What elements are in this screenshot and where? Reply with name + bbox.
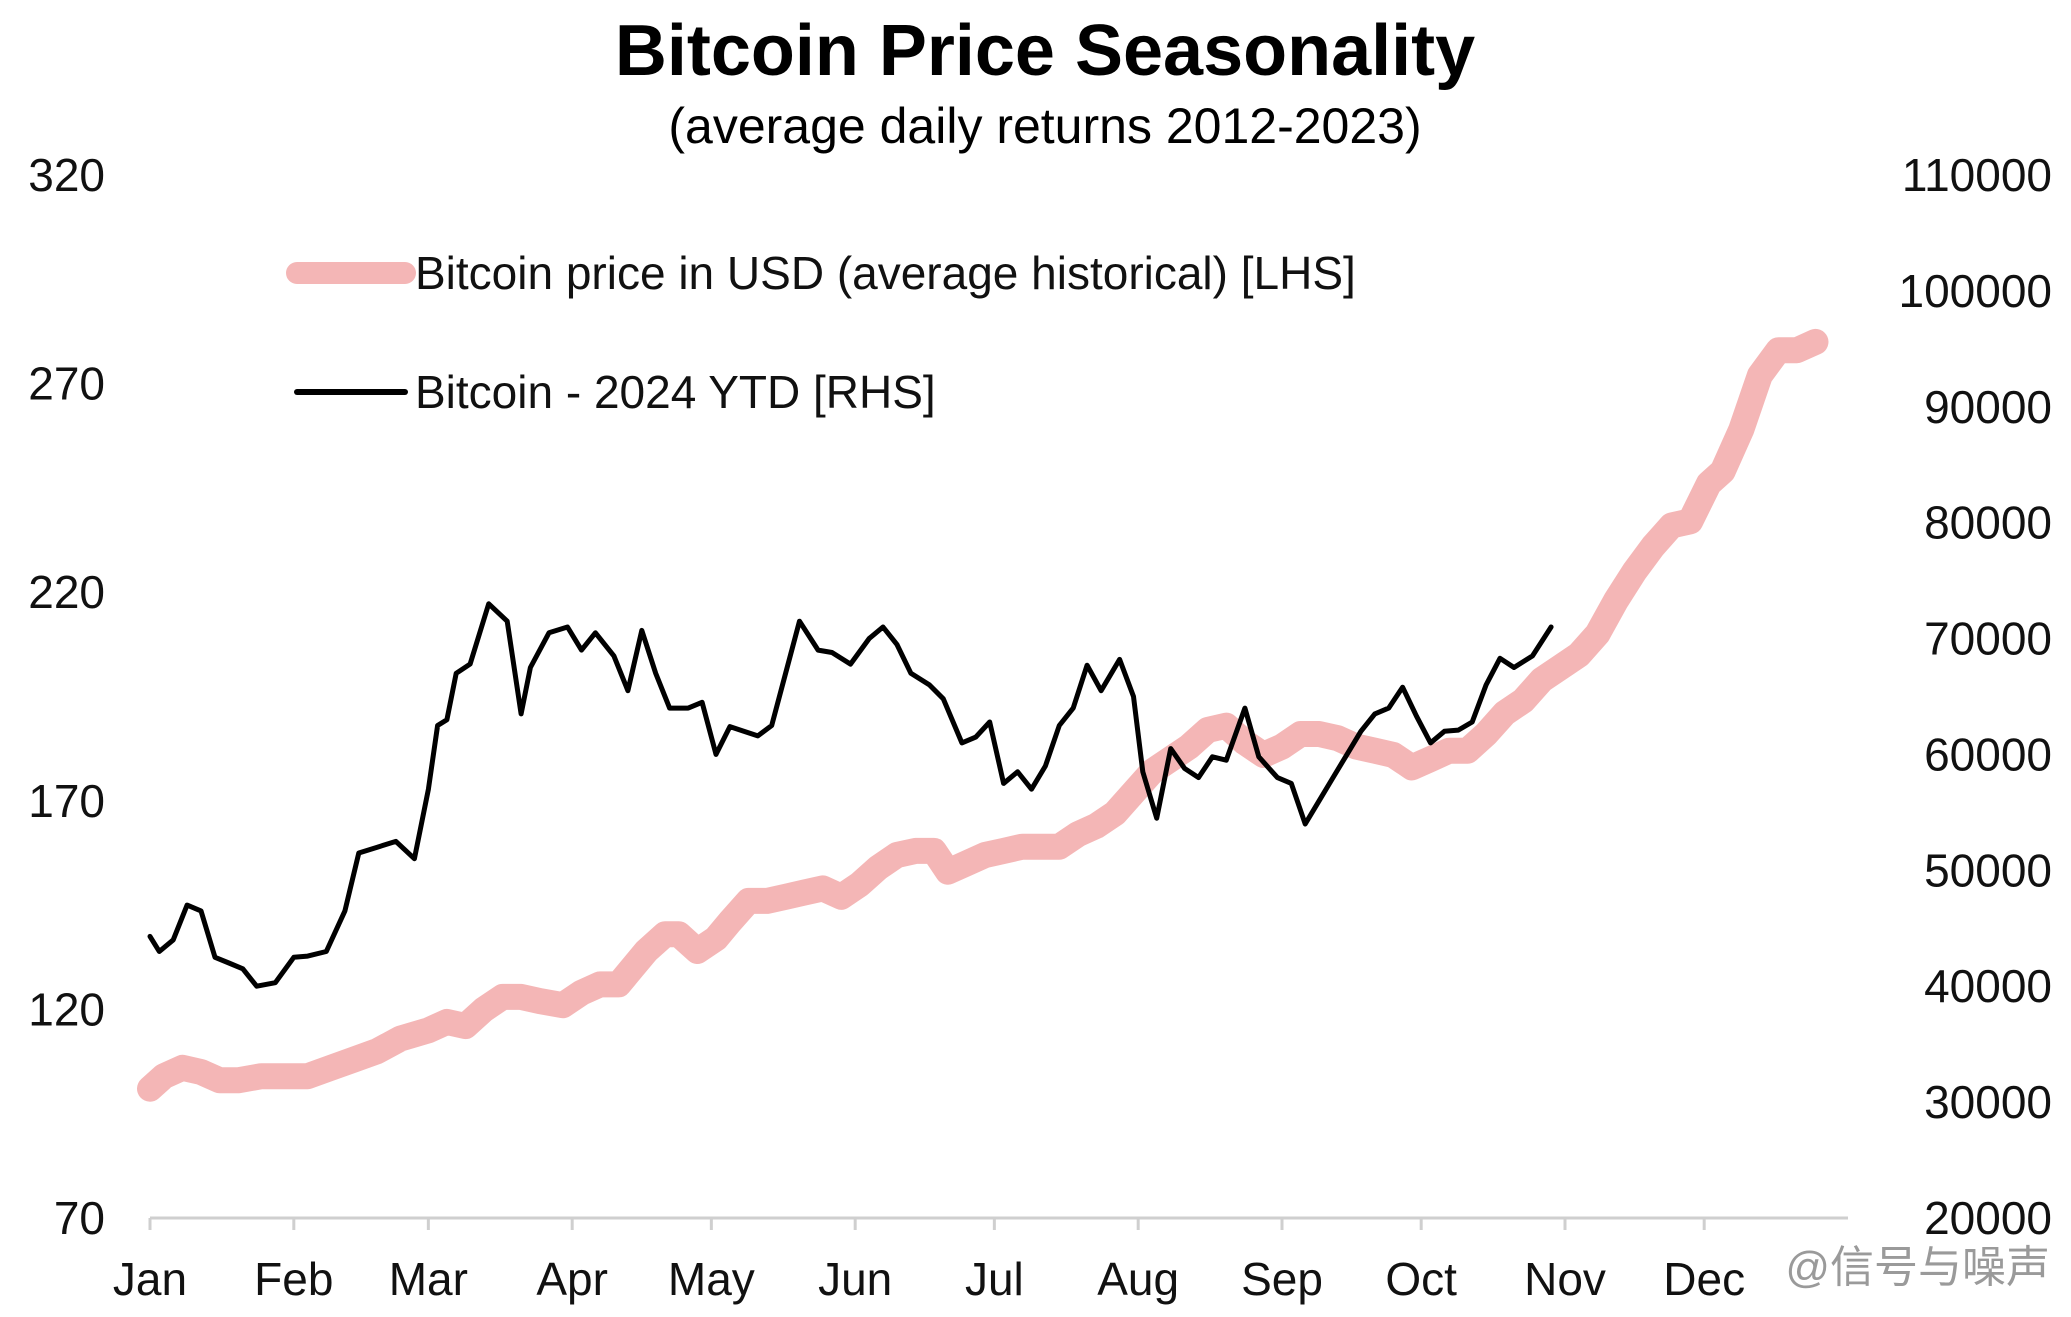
left-y-axis: 70 120 170 220 270 320	[28, 149, 105, 1244]
x-tick-label: Mar	[389, 1253, 468, 1305]
chart-subtitle: (average daily returns 2012-2023)	[668, 98, 1421, 154]
right-y-tick-label: 40000	[1924, 960, 2052, 1012]
right-y-tick-label: 80000	[1924, 497, 2052, 549]
x-tick-label: Feb	[254, 1253, 333, 1305]
x-tick-label: May	[668, 1253, 755, 1305]
right-y-axis: 20000 30000 40000 50000 60000 70000 80000 90000…	[1899, 149, 2053, 1244]
left-y-tick-label: 120	[28, 983, 105, 1035]
right-y-tick-label: 20000	[1924, 1192, 2052, 1244]
legend-label-2024-ytd: Bitcoin - 2024 YTD [RHS]	[415, 366, 936, 418]
left-y-tick-label: 320	[28, 149, 105, 201]
x-tick-label: Jul	[965, 1253, 1024, 1305]
series-line-2024-ytd	[147, 601, 1554, 989]
x-tick-label: Apr	[536, 1253, 608, 1305]
x-tick-label: Nov	[1524, 1253, 1606, 1305]
series-line-avg-historical	[137, 328, 1829, 1102]
right-y-tick-label: 30000	[1924, 1076, 2052, 1128]
x-tick-label: Dec	[1663, 1253, 1745, 1305]
left-y-tick-label: 70	[54, 1192, 105, 1244]
watermark: @信号与噪声	[1785, 1243, 2050, 1292]
x-axis: Jan Feb Mar Apr May Jun Jul Aug Sep Oct Nov Dec	[113, 1216, 1848, 1305]
right-y-tick-label: 70000	[1924, 613, 2052, 665]
right-y-tick-label: 110000	[1902, 149, 2052, 201]
left-y-tick-label: 270	[28, 358, 105, 410]
right-y-tick-label: 60000	[1924, 728, 2052, 780]
x-tick-label: Sep	[1241, 1253, 1323, 1305]
right-y-tick-label: 100000	[1899, 265, 2053, 317]
plot-area	[137, 328, 1829, 1102]
x-tick-label: Oct	[1385, 1253, 1457, 1305]
left-y-tick-label: 220	[28, 566, 105, 618]
left-y-tick-label: 170	[28, 775, 105, 827]
chart-title: Bitcoin Price Seasonality	[615, 11, 1475, 91]
right-y-tick-label: 50000	[1924, 844, 2052, 896]
legend: Bitcoin price in USD (average historical…	[286, 247, 1356, 418]
legend-label-avg-historical: Bitcoin price in USD (average historical…	[415, 247, 1356, 299]
right-y-tick-label: 90000	[1924, 381, 2052, 433]
x-tick-label: Jan	[113, 1253, 187, 1305]
x-tick-label: Jun	[818, 1253, 892, 1305]
x-tick-label: Aug	[1097, 1253, 1179, 1305]
